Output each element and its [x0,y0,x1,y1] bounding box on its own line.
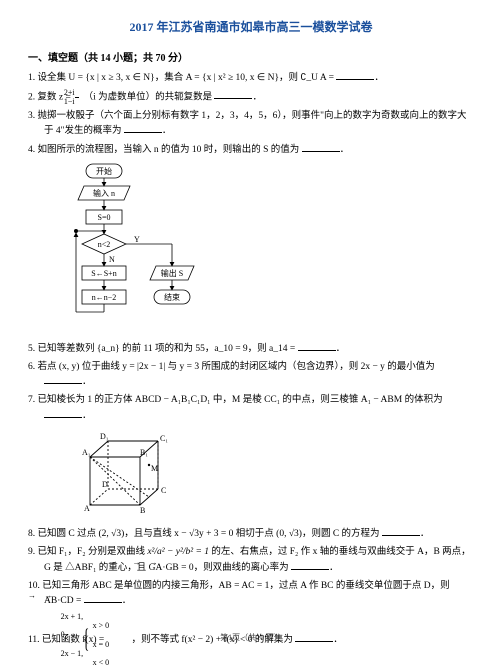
blank [44,408,82,418]
vec-CD: →CD [60,596,73,606]
blank [302,142,340,152]
q8-b: ． [420,529,430,539]
fc-cond: n<2 [98,240,111,249]
flowchart-figure: 开始 输入 n S=0 n<2 Y N S←S+n n←n−2 输出 S 结束 [64,162,474,337]
blank [214,89,252,99]
fc-start: 开始 [96,166,112,176]
q2-b: （i 为虚数单位）的共轭复数是 [84,92,215,102]
fc-upd2: n←n−2 [92,293,117,302]
q1-text: 1. 设全集 U = {x | x ≥ 3, x ∈ N}，集合 A = {x … [28,73,336,83]
fc-init: S=0 [98,213,111,222]
question-5: 5. 已知等差数列 {a_n} 的前 11 项的和为 55，a_10 = 9，则… [28,341,474,357]
question-3: 3. 抛掷一枚骰子（六个面上分别标有数字 1，2，3，4，5，6），则事件"向上… [28,109,474,139]
svg-text:B₁: B₁ [140,448,148,457]
q9-c: ，则双曲线的离心率为 [194,563,291,573]
blank [84,593,122,603]
svg-text:C₁: C₁ [160,434,168,443]
fc-input: 输入 n [93,188,115,198]
q9-a: 9. 已知 F₁，F₂ 分别是双曲线 [28,547,147,557]
question-2: 2. 复数 z = 2+i 1−i （i 为虚数单位）的共轭复数是 ． [28,89,474,106]
svg-text:B: B [140,506,145,515]
exam-title: 2017 年江苏省南通市如皋市高三一模数学试卷 [28,18,474,35]
svg-text:D: D [102,480,108,489]
fc-yes: Y [134,235,140,244]
svg-text:D₁: D₁ [100,432,109,441]
q10-a: 10. 已知三角形 ABC 是单位圆的内接三角形，AB = AC = 1，过点 … [28,581,450,591]
svg-text:A₁: A₁ [82,448,91,457]
section-header: 一、填空题（共 14 小题；共 70 分） [28,49,474,64]
svg-text:A: A [84,504,90,513]
q6-text: 6. 若点 (x, y) 位于曲线 y = |2x − 1| 与 y = 3 所… [28,362,435,372]
question-10: 10. 已知三角形 ABC 是单位圆的内接三角形，AB = AC = 1，过点 … [28,579,474,609]
frac-bot: 1−i [75,98,79,106]
blank [291,560,329,570]
vec-GB: →GB [166,563,179,573]
frac-top: 2+i [75,89,79,98]
question-4: 4. 如图所示的流程图，当输入 n 的值为 10 时，则输出的 S 的值为 ． [28,142,474,158]
blank [336,70,374,80]
fc-upd1: S←S+n [91,269,116,278]
fc-output: 输出 S [161,268,183,278]
q7-text: 7. 已知棱长为 1 的正方体 ABCD − A₁B₁C₁D₁ 中，M 是棱 C… [28,395,443,405]
q4-text: 4. 如图所示的流程图，当输入 n 的值为 10 时，则输出的 S 的值为 [28,145,302,155]
fraction: 2+i 1−i [75,89,79,106]
q10-b: = [74,596,84,606]
question-8: 8. 已知圆 C 过点 (2, √3)，且与直线 x − √3y + 3 = 0… [28,526,474,542]
blank [44,374,82,384]
question-6: 6. 若点 (x, y) 位于曲线 y = |2x − 1| 与 y = 3 所… [28,360,474,390]
question-7: 7. 已知棱长为 1 的正方体 ABCD − A₁B₁C₁D₁ 中，M 是棱 C… [28,393,474,423]
question-9: 9. 已知 F₁，F₂ 分别是双曲线 x²/a² − y²/b² = 1 的左、… [28,545,474,575]
fc-no: N [109,255,115,264]
eq0: = 0 [179,563,194,573]
blank [124,123,162,133]
blank [382,526,420,536]
fc-end: 结束 [164,292,180,302]
q3-text: 3. 抛掷一枚骰子（六个面上分别标有数字 1，2，3，4，5，6），则事件"向上… [28,111,467,137]
page-footer: 第1页（共11 页） [0,632,502,643]
blank [298,341,336,351]
q5-text: 5. 已知等差数列 {a_n} 的前 11 项的和为 55，a_10 = 9，则… [28,344,298,354]
svg-text:C: C [161,486,166,495]
question-1: 1. 设全集 U = {x | x ≥ 3, x ∈ N}，集合 A = {x … [28,70,474,86]
q8-a: 8. 已知圆 C 过点 (2, √3)，且与直线 x − √3y + 3 = 0… [28,529,382,539]
hyperbola-expr: x²/a² − y²/b² = 1 [147,547,209,557]
svg-text:M: M [151,464,158,473]
cube-figure: A B C D A₁ B₁ C₁ D₁ M [78,427,474,522]
